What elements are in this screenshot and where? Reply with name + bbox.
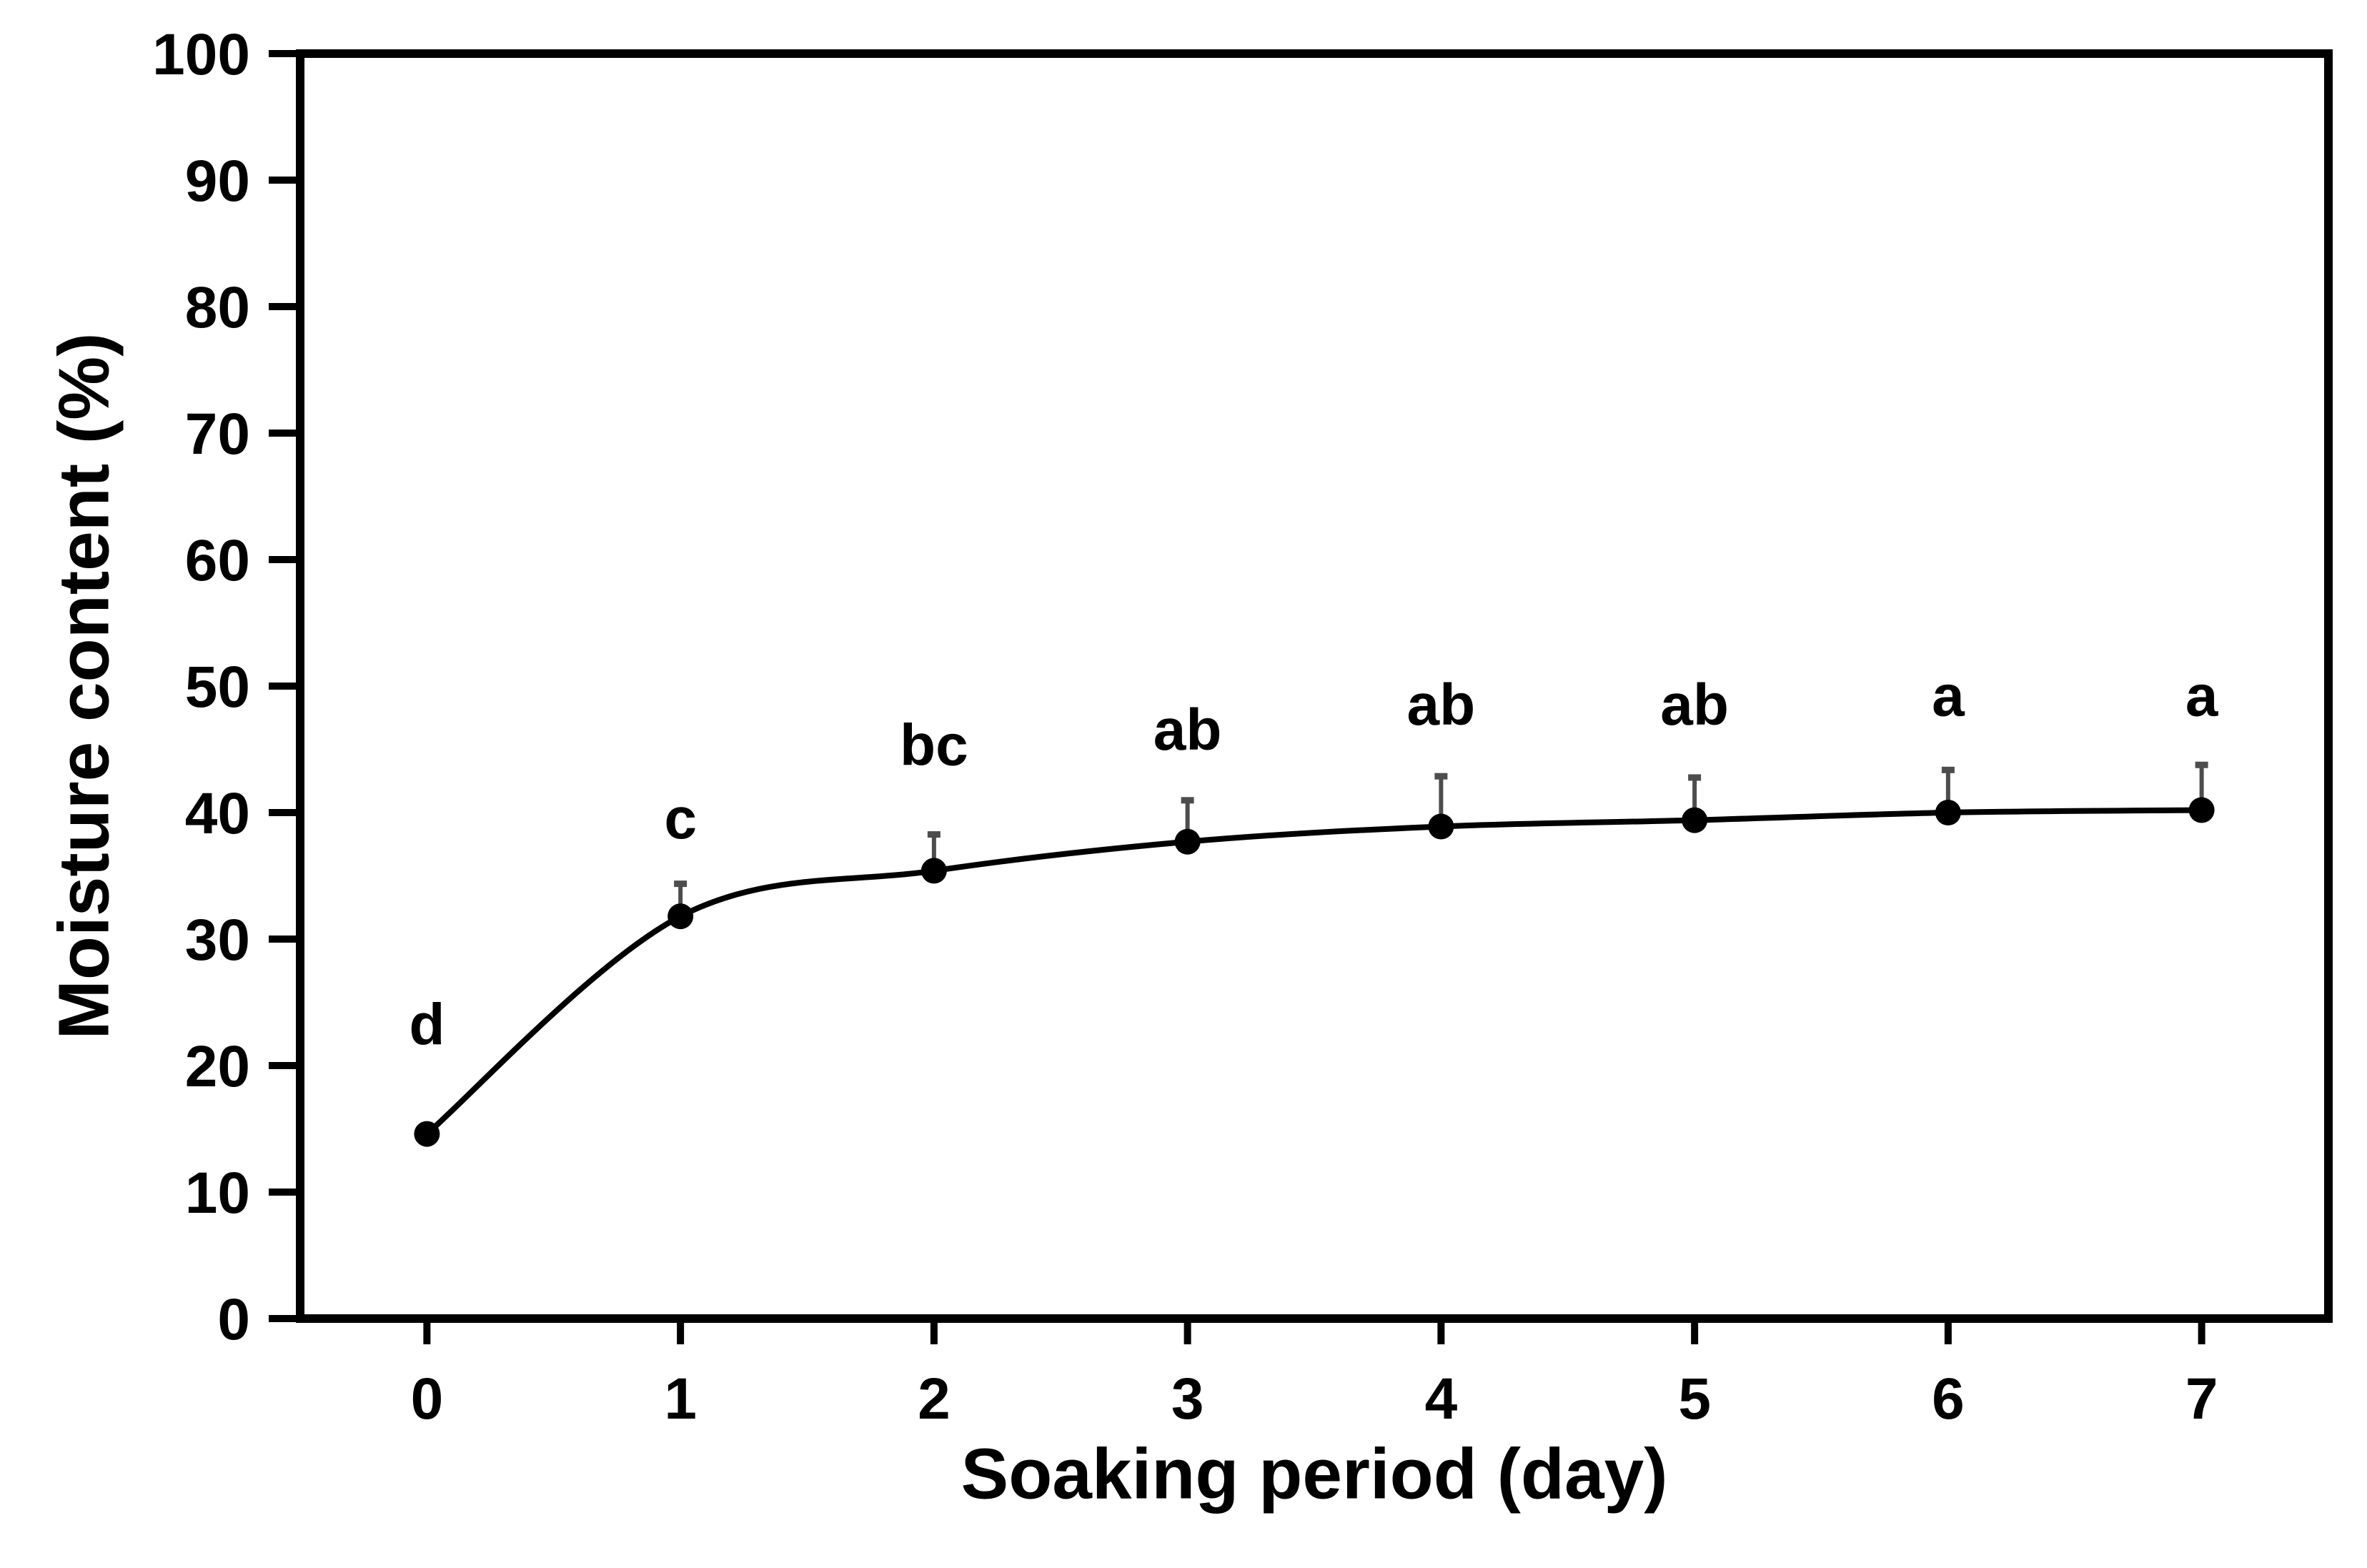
significance-letter: d	[409, 993, 445, 1058]
y-tick-label: 50	[185, 655, 250, 720]
y-tick-label: 40	[185, 781, 250, 846]
significance-letter: c	[664, 786, 697, 851]
data-point-marker	[1682, 807, 1708, 833]
y-tick-label: 0	[217, 1287, 250, 1352]
significance-letter: ab	[1660, 673, 1729, 738]
error-bar-cap	[1181, 797, 1194, 804]
error-bar-cap	[1941, 766, 1955, 773]
data-line	[425, 807, 2202, 1136]
data-point-marker	[668, 903, 694, 930]
significance-letter: bc	[900, 713, 968, 778]
significance-letter: a	[1932, 663, 1965, 728]
x-tick-label: 3	[1171, 1366, 1204, 1431]
y-tick-label: 70	[185, 402, 250, 467]
error-bar-cap	[1688, 774, 1702, 781]
data-point-marker	[1174, 828, 1201, 855]
significance-letter: a	[2185, 663, 2219, 728]
x-tick-label: 0	[411, 1366, 444, 1431]
data-point-marker	[920, 858, 947, 884]
y-tick-label: 60	[185, 528, 250, 593]
error-bar-cap	[1434, 773, 1448, 780]
plot-frame	[296, 49, 2333, 1323]
y-tick-label: 10	[185, 1161, 250, 1226]
y-tick-label: 20	[185, 1034, 250, 1099]
y-tick-label: 100	[152, 22, 250, 87]
error-bar-cap	[927, 831, 941, 838]
x-axis-title: Soaking period (day)	[961, 1434, 1668, 1514]
data-point-marker	[414, 1121, 440, 1147]
y-tick-label: 90	[185, 149, 250, 214]
x-tick-label: 2	[918, 1366, 951, 1431]
data-point-marker	[2188, 797, 2215, 823]
x-tick-label: 7	[2185, 1366, 2218, 1431]
x-tick-label: 6	[1932, 1366, 1965, 1431]
y-axis-title: Moisture content (%)	[44, 332, 124, 1040]
data-point-marker	[1428, 813, 1454, 840]
y-tick-label: 30	[185, 908, 250, 973]
data-point-marker	[1935, 800, 1961, 825]
significance-letter: ab	[1407, 673, 1476, 738]
y-tick-label: 80	[185, 275, 250, 340]
significance-letter: ab	[1153, 698, 1222, 763]
x-tick-label: 4	[1425, 1366, 1458, 1431]
error-bar-cap	[2195, 761, 2208, 768]
x-tick-label: 5	[1678, 1366, 1711, 1431]
error-bar-cap	[674, 880, 688, 888]
x-tick-label: 1	[664, 1366, 697, 1431]
